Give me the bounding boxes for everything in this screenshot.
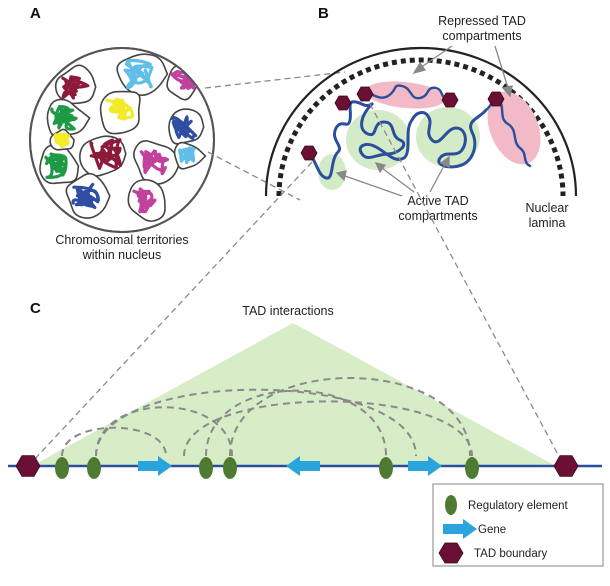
repressed-compartment xyxy=(365,81,445,109)
tad-boundary-icon xyxy=(438,542,464,564)
panel-a-letter: A xyxy=(30,5,41,22)
tad-interactions-title: TAD interactions xyxy=(242,304,333,318)
legend-gene-label: Gene xyxy=(478,524,506,536)
zoom-connector-a-b xyxy=(204,71,346,201)
gene-arrow-icon xyxy=(443,519,477,539)
panel-a-caption-line2: within nucleus xyxy=(82,248,162,262)
chromosome-territory xyxy=(99,90,141,135)
chromosome-territory xyxy=(168,108,205,145)
active-compartment xyxy=(416,107,480,167)
chromosome-territory xyxy=(127,179,166,222)
regulatory-element-icon xyxy=(465,457,479,479)
tad-boundary-icon xyxy=(356,86,374,102)
regulatory-element-icon xyxy=(199,457,213,479)
regulatory-element-icon xyxy=(445,495,457,515)
panel-b-letter: B xyxy=(318,5,329,22)
tad-boundary-icon xyxy=(334,95,352,111)
chromosome-territory xyxy=(65,172,111,219)
chromosome-territory xyxy=(49,128,75,151)
interaction-loops xyxy=(61,377,473,457)
chromosome-territory xyxy=(54,64,97,105)
tad-boundary-icon xyxy=(441,92,459,108)
panel-c-letter: C xyxy=(30,300,41,317)
active-label-line2: compartments xyxy=(398,209,477,223)
gene-arrow-icon xyxy=(286,456,320,476)
tad-compartments xyxy=(318,81,541,190)
tad-boundary-icon xyxy=(553,455,579,477)
chromosome-territory xyxy=(79,135,127,177)
panel-a-caption-line1: Chromosomal territories xyxy=(55,233,188,247)
annotation-arrows xyxy=(335,45,513,197)
lamina-label-line2: lamina xyxy=(529,216,566,230)
chromosome-territory xyxy=(116,53,169,96)
regulatory-element-icon xyxy=(87,457,101,479)
interaction-loop xyxy=(205,389,387,457)
chromosome-territory xyxy=(133,140,182,185)
regulatory-element-icon xyxy=(223,457,237,479)
repressed-compartment xyxy=(487,91,541,165)
linear-elements xyxy=(15,455,579,479)
interaction-loop xyxy=(95,388,417,457)
interaction-loop xyxy=(61,426,167,457)
legend-boundary-label: TAD boundary xyxy=(474,548,548,560)
regulatory-element-icon xyxy=(379,457,393,479)
legend: Regulatory element Gene TAD boundary xyxy=(432,483,604,567)
chromosome-territory xyxy=(173,141,207,170)
regulatory-element-icon xyxy=(55,457,69,479)
nuclear-lamina xyxy=(264,46,578,197)
lamina-label-line1: Nuclear xyxy=(525,201,568,215)
gene-arrow-icon xyxy=(138,456,172,476)
repressed-label-line1: Repressed TAD xyxy=(438,14,526,28)
tad-boundary-icon xyxy=(15,455,41,477)
tad-interaction-triangle xyxy=(32,323,556,466)
gene-arrow-icon xyxy=(408,456,442,476)
tad-boundary-icon xyxy=(300,145,318,161)
legend-regulatory-label: Regulatory element xyxy=(468,500,569,512)
active-label-line1: Active TAD xyxy=(407,194,468,208)
tad-boundary-icon xyxy=(487,91,505,107)
chromosome-territory xyxy=(46,98,91,138)
nucleus xyxy=(29,47,215,233)
interaction-loop xyxy=(229,377,471,457)
repressed-label-line2: compartments xyxy=(442,29,521,43)
tad-boundaries-b xyxy=(300,86,505,161)
interaction-loop xyxy=(183,400,473,457)
zoom-connector-b-c xyxy=(31,103,563,463)
